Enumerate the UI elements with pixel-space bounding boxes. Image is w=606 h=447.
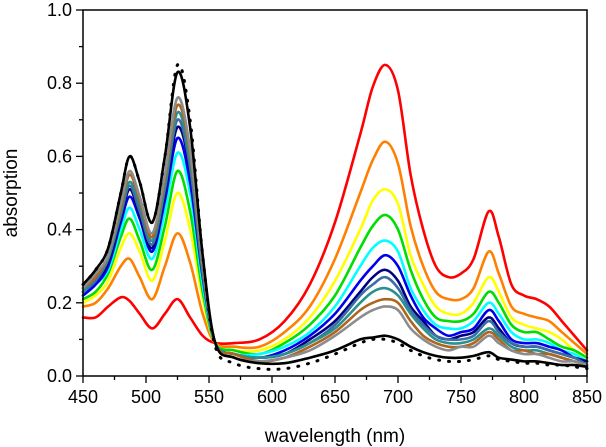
- y-tick-label: 0.8: [47, 73, 72, 93]
- x-axis-label: wavelength (nm): [264, 426, 405, 447]
- x-tick-label: 850: [572, 387, 602, 407]
- y-tick-label: 0.0: [47, 366, 72, 386]
- series-line-4: [81, 151, 589, 363]
- series-line-12: [81, 62, 589, 371]
- series-line-3: [81, 169, 589, 359]
- y-axis-label: absorption: [1, 149, 22, 238]
- series-line-0: [81, 63, 589, 352]
- series-line-10: [81, 96, 589, 367]
- x-tick-label: 450: [68, 387, 98, 407]
- series-line-5: [81, 136, 589, 363]
- series-line-8: [81, 110, 589, 367]
- x-tick-label: 500: [131, 387, 161, 407]
- y-tick-label: 0.2: [47, 293, 72, 313]
- ticks-layer: 450 500 550 600 650 700 750 800 850 0.0 0.2 0.4 0.6 0…: [47, 0, 602, 407]
- y-tick-label: 0.4: [47, 220, 72, 240]
- y-tick-label: 0.6: [47, 146, 72, 166]
- series-layer: [81, 62, 589, 371]
- series-line-2: [81, 188, 589, 359]
- x-tick-label: 600: [257, 387, 287, 407]
- y-tick-label: 1.0: [47, 0, 72, 20]
- series-line-1: [81, 140, 589, 356]
- x-tick-label: 550: [194, 387, 224, 407]
- x-tick-label: 750: [446, 387, 476, 407]
- x-tick-label: 800: [509, 387, 539, 407]
- series-line-7: [81, 118, 589, 367]
- x-tick-label: 650: [320, 387, 350, 407]
- x-tick-label: 700: [383, 387, 413, 407]
